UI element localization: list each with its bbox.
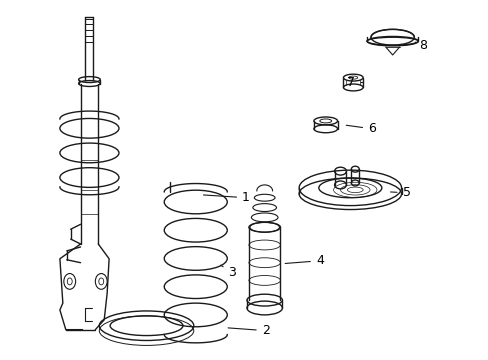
Text: 2: 2 — [227, 324, 269, 337]
Text: 3: 3 — [220, 265, 236, 279]
Text: 4: 4 — [285, 254, 323, 267]
Text: 1: 1 — [203, 191, 249, 204]
Text: 8: 8 — [414, 39, 427, 51]
Text: 5: 5 — [390, 186, 410, 199]
Text: 7: 7 — [346, 76, 363, 89]
Text: 6: 6 — [346, 122, 375, 135]
